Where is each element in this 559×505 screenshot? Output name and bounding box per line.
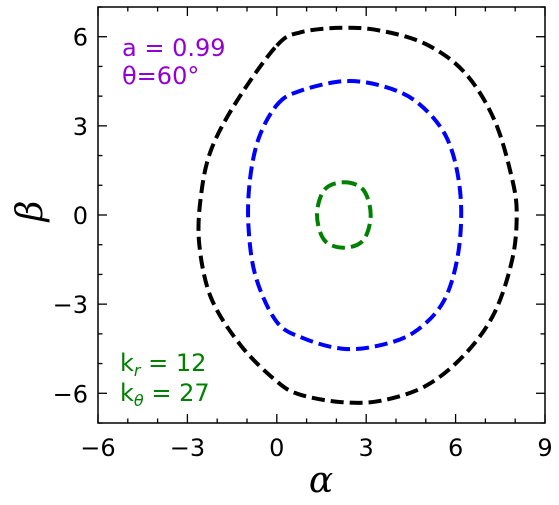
contour-series-2 [315, 180, 373, 250]
x-tick-label: 9 [537, 434, 552, 462]
curves [196, 25, 519, 405]
x-tick-label: −6 [80, 434, 115, 462]
y-tick-label: 0 [73, 202, 88, 230]
x-tick-label: 3 [359, 434, 374, 462]
y-axis-label: β [10, 201, 51, 224]
y-tick-label: 6 [73, 24, 88, 52]
x-axis-label: α [309, 460, 333, 501]
ticks [97, 6, 546, 424]
y-tick-label: −3 [53, 291, 88, 319]
x-tick-label: 6 [448, 434, 463, 462]
y-tick-label: 3 [73, 113, 88, 141]
tick-labels: −6 −3 0 3 6 9 −6 −3 0 3 6 [53, 24, 553, 462]
x-tick-label: −3 [170, 434, 205, 462]
y-tick-label: −6 [53, 380, 88, 408]
annotation-kr: kr = 12 [120, 349, 206, 380]
x-tick-label: 0 [269, 434, 284, 462]
contour-series-0 [196, 25, 519, 405]
annotation-theta: θ=60° [122, 62, 199, 90]
contour-series-1 [246, 79, 464, 352]
annotation-spin: a = 0.99 [122, 34, 226, 62]
annotation-ktheta: kθ = 27 [120, 379, 210, 410]
